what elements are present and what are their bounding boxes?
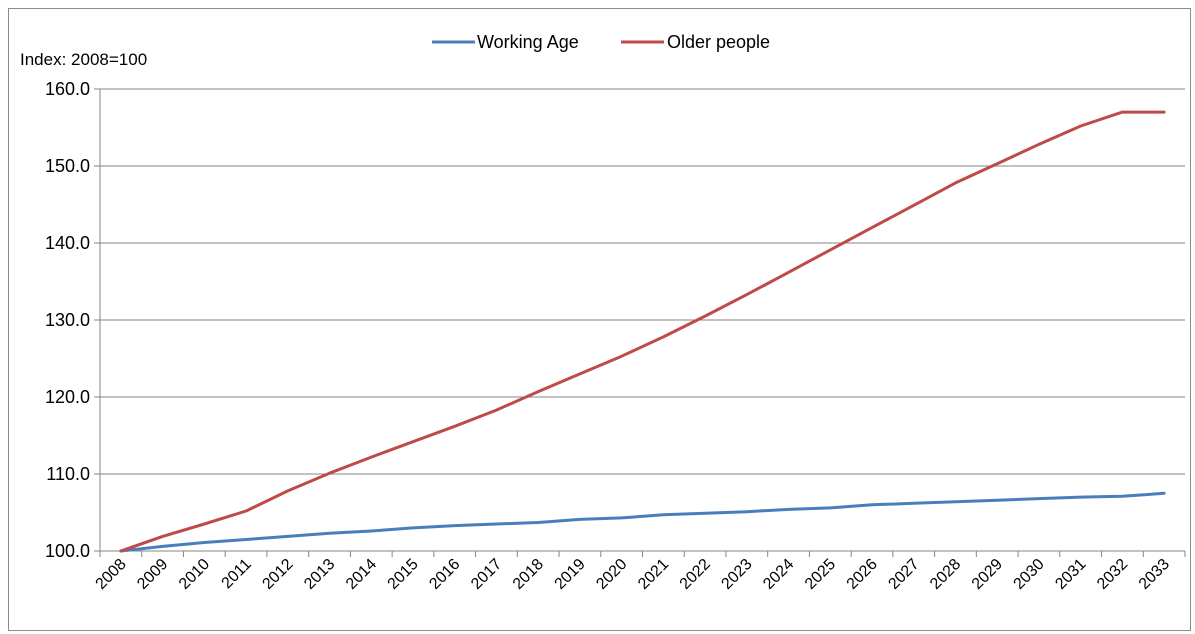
x-tick-label: 2025 (802, 556, 839, 593)
legend-label: Working Age (477, 32, 579, 52)
series-lines (119, 110, 1166, 553)
y-tick-label: 110.0 (46, 464, 90, 484)
y-tick-label: 130.0 (45, 310, 90, 330)
x-tick-label: 2008 (93, 556, 130, 593)
y-tick-labels: 100.0 110.0 120.0 130.0 140.0 150.0 160.0 (45, 79, 90, 561)
series-line-working-age (119, 491, 1166, 553)
axes (94, 88, 1186, 557)
y-tick-label: 160.0 (45, 79, 90, 99)
x-tick-label: 2031 (1052, 556, 1089, 593)
x-tick-label: 2019 (552, 556, 589, 593)
x-tick-label: 2029 (969, 556, 1006, 593)
y-tick-label: 150.0 (45, 156, 90, 176)
x-tick-label: 2030 (1011, 556, 1048, 593)
x-tick-label: 2024 (760, 556, 797, 593)
x-tick-label: 2021 (635, 556, 672, 593)
x-tick-label: 2009 (134, 556, 171, 593)
series-line-older-people (119, 110, 1166, 553)
x-tick-labels: 2008 2009 2010 2011 2012 2013 2014 2015 2016 2017… (93, 556, 1174, 593)
y-tick-label: 120.0 (45, 387, 90, 407)
x-tick-label: 2022 (677, 556, 714, 593)
x-tick-label: 2017 (468, 556, 505, 593)
y-unit-label: Index: 2008=100 (20, 50, 147, 69)
legend-label: Older people (667, 32, 770, 52)
x-tick-label: 2013 (301, 556, 338, 593)
x-tick-label: 2033 (1136, 556, 1173, 593)
x-tick-label: 2032 (1094, 556, 1131, 593)
x-tick-label: 2014 (343, 556, 380, 593)
y-tick-label: 100.0 (45, 541, 90, 561)
x-tick-label: 2015 (385, 556, 422, 593)
x-tick-label: 2023 (718, 556, 755, 593)
y-tick-label: 140.0 (45, 233, 90, 253)
x-tick-label: 2028 (927, 556, 964, 593)
x-tick-label: 2016 (426, 556, 463, 593)
x-tick-label: 2027 (885, 556, 922, 593)
x-tick-label: 2012 (259, 556, 296, 593)
x-tick-label: 2011 (219, 556, 255, 592)
x-tick-label: 2026 (844, 556, 881, 593)
legend: Working Age Older people (432, 32, 770, 52)
gridlines (100, 88, 1185, 475)
x-tick-label: 2010 (176, 556, 213, 593)
x-tick-label: 2018 (510, 556, 547, 593)
x-tick-label: 2020 (593, 556, 630, 593)
